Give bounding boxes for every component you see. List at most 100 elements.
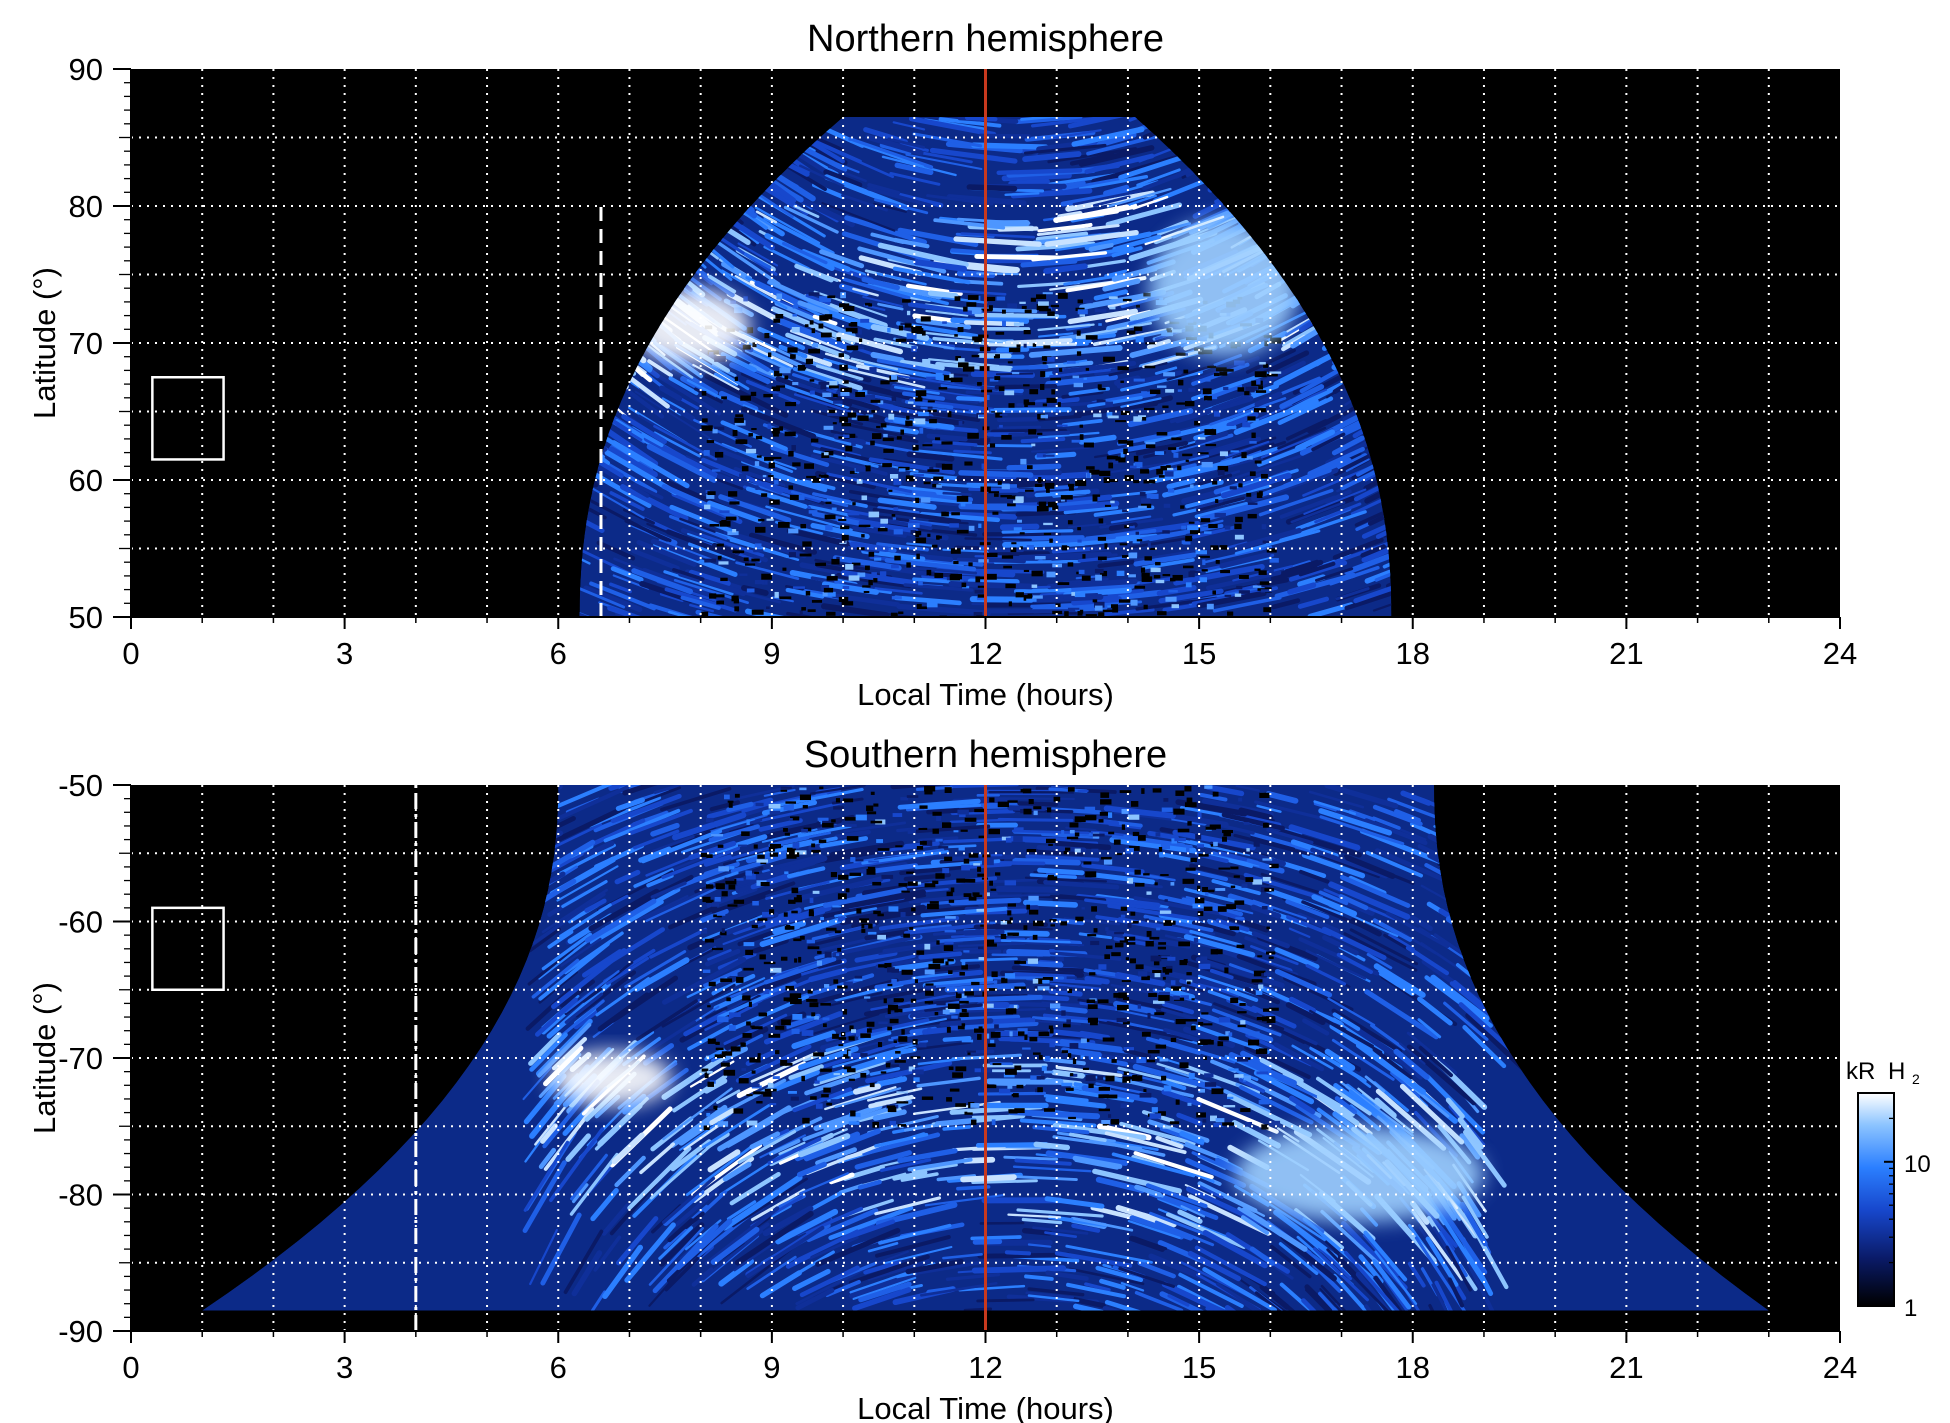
emission-streak [1309, 1009, 1374, 1047]
emission-streak [650, 538, 701, 561]
emission-streak [556, 865, 619, 902]
emission-speckle [1251, 432, 1256, 439]
emission-streak [1103, 184, 1130, 196]
emission-speckle [1016, 344, 1021, 348]
emission-speckle [1190, 857, 1197, 863]
emission-streak [824, 1086, 897, 1111]
emission-streak [1154, 366, 1178, 375]
emission-streak [1019, 960, 1064, 968]
emission-streak [1027, 1243, 1052, 1248]
emission-speckle [1193, 937, 1199, 943]
emission-streak [1066, 494, 1113, 505]
emission-speckle [745, 873, 756, 880]
emission-streak [547, 785, 628, 812]
emission-streak [794, 263, 834, 283]
emission-speckle [888, 413, 895, 420]
emission-speckle [1008, 1109, 1018, 1114]
emission-speckle [1093, 413, 1102, 418]
emission-streak [723, 1013, 788, 1045]
emission-streak [872, 1109, 907, 1121]
emission-streak [932, 929, 982, 936]
emission-streak [763, 245, 810, 271]
emission-speckle [1056, 986, 1068, 991]
emission-speckle [768, 462, 775, 469]
emission-speckle [823, 1087, 831, 1093]
emission-speckle [799, 794, 812, 801]
emission-streak [1047, 147, 1138, 164]
emission-streak [1326, 1248, 1390, 1311]
emission-speckle [1185, 582, 1192, 588]
emission-speckle [844, 433, 856, 438]
emission-speckle [1149, 1113, 1162, 1119]
emission-speckle [815, 562, 827, 566]
emission-speckle [1145, 444, 1156, 449]
emission-streak [813, 1103, 883, 1131]
emission-speckle [1200, 518, 1211, 523]
emission-speckle [958, 362, 969, 368]
emission-speckle [822, 1023, 827, 1028]
emission-streak [1061, 418, 1103, 427]
emission-streak [1277, 396, 1334, 425]
emission-speckle [1217, 465, 1229, 472]
emission-speckle [1023, 595, 1031, 601]
emission-streak [759, 801, 846, 822]
emission-speckle [1049, 538, 1053, 543]
emission-streak [1089, 542, 1130, 552]
emission-speckle [841, 422, 852, 427]
emission-streak [862, 295, 904, 308]
emission-streak [907, 1157, 973, 1172]
emission-speckle [1026, 904, 1031, 910]
emission-speckle [742, 1033, 752, 1038]
emission-streak [803, 902, 827, 910]
emission-speckle [866, 1021, 875, 1027]
emission-speckle [986, 943, 997, 947]
emission-speckle [717, 844, 724, 848]
emission-speckle [946, 1097, 953, 1102]
emission-speckle [1137, 1004, 1142, 1009]
emission-speckle [757, 918, 768, 921]
emission-streak [1065, 1244, 1153, 1264]
emission-streak [752, 938, 789, 954]
emission-speckle [807, 989, 813, 994]
emission-speckle [889, 1120, 897, 1126]
emission-streak [1244, 986, 1281, 1005]
emission-streak [709, 977, 766, 1004]
y-tick-label: -60 [58, 905, 103, 940]
emission-streak [1274, 968, 1333, 998]
emission-streak [1052, 1135, 1143, 1151]
emission-speckle [738, 956, 743, 962]
emission-speckle [967, 1051, 971, 1055]
emission-speckle [883, 433, 888, 438]
emission-speckle [1138, 971, 1148, 977]
emission-streak [828, 1172, 855, 1185]
emission-speckle [964, 1111, 973, 1115]
emission-streak [653, 431, 701, 458]
emission-speckle [849, 470, 857, 474]
emission-streak [1114, 1055, 1172, 1072]
emission-streak [1418, 1045, 1453, 1078]
emission-speckle [864, 924, 869, 929]
emission-streak [790, 876, 884, 903]
emission-speckle [877, 913, 884, 917]
emission-streak [913, 824, 991, 834]
emission-speckle [978, 835, 985, 839]
emission-speckle [1103, 356, 1115, 362]
emission-speckle [1066, 836, 1079, 840]
emission-speckle [898, 325, 903, 331]
emission-speckle [948, 1066, 954, 1071]
emission-speckle [1039, 384, 1045, 390]
emission-speckle [1211, 1088, 1224, 1095]
emission-speckle [1258, 570, 1267, 575]
emission-speckle [721, 396, 727, 400]
emission-speckle [1224, 426, 1237, 430]
y-axis-title-south: Latitude (°) [27, 982, 62, 1134]
emission-streak [601, 1203, 630, 1236]
emission-speckle [1202, 388, 1212, 395]
emission-streak [1148, 1253, 1203, 1280]
emission-speckle [734, 606, 740, 612]
emission-speckle [870, 399, 881, 403]
emission-speckle [1126, 330, 1136, 335]
emission-streak [545, 785, 630, 826]
emission-streak [824, 174, 909, 211]
emission-streak [1253, 1070, 1315, 1105]
